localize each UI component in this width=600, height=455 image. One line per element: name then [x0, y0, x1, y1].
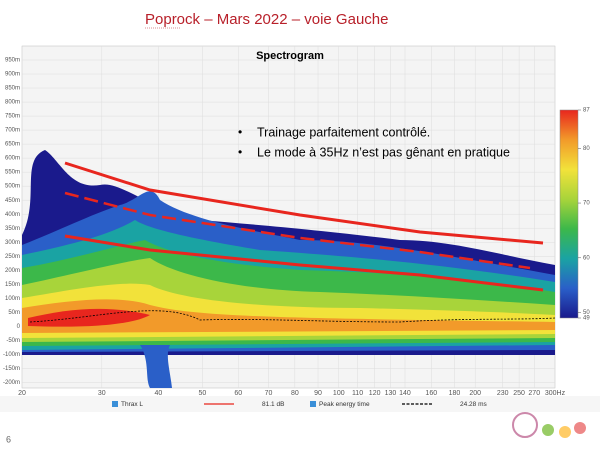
- colorbar-tick-label: 80: [583, 146, 590, 152]
- legend-value: 24.28 ms: [460, 401, 487, 408]
- y-tick-label: -150m: [3, 366, 20, 372]
- x-tick-label: 70: [265, 390, 273, 397]
- x-tick-label: 80: [291, 390, 299, 397]
- annotation-line: [64, 161, 544, 245]
- annotation: Trainage parfaitement contrôlé.: [257, 125, 430, 139]
- x-tick-label: 300Hz: [545, 390, 566, 397]
- annotation: Le mode à 35Hz n’est pas gênant en prati…: [257, 145, 510, 159]
- x-tick-label: 140: [399, 390, 411, 397]
- legend-label: Thrax L: [121, 401, 143, 408]
- colorbar-tick-label: 70: [583, 201, 590, 207]
- y-tick-label: -200m: [3, 380, 20, 386]
- x-tick-label: 200: [469, 390, 481, 397]
- colorbar: [559, 109, 579, 319]
- chart-title: Spectrogram: [256, 50, 324, 62]
- y-tick-label: 400m: [5, 212, 20, 218]
- x-tick-label: 270: [528, 390, 540, 397]
- y-tick-label: 550m: [5, 170, 20, 176]
- x-tick-label: 160: [425, 390, 437, 397]
- y-tick-label: 850m: [5, 86, 20, 92]
- legend: Thrax L 81.1 dB Peak energy time 24.28 ms: [0, 396, 600, 412]
- y-tick-label: 0: [17, 324, 21, 330]
- legend-label: Peak energy time: [319, 401, 370, 408]
- y-tick-label: 300m: [5, 240, 20, 246]
- spectrogram-field: [22, 150, 555, 388]
- bullet: •: [238, 125, 242, 139]
- y-tick-label: 150m: [5, 282, 20, 288]
- slide-title: Poprock – Mars 2022 – voie Gauche: [145, 11, 388, 28]
- legend-value: 81.1 dB: [262, 401, 284, 408]
- blob: [140, 345, 172, 388]
- x-tick-label: 50: [198, 390, 206, 397]
- y-tick-label: -50m: [6, 338, 20, 344]
- y-tick-label: 100m: [5, 296, 20, 302]
- legend-checkbox[interactable]: [112, 401, 118, 407]
- logo: [512, 412, 586, 438]
- x-tick-label: 90: [314, 390, 322, 397]
- y-tick-label: 750m: [5, 114, 20, 120]
- x-tick-label: 130: [385, 390, 397, 397]
- colorbar-tick-label: 50: [583, 310, 590, 316]
- colorbar-tick-label: 60: [583, 255, 590, 261]
- y-tick-label: -100m: [3, 352, 20, 358]
- y-tick-label: 250m: [5, 254, 20, 260]
- y-tick-label: 450m: [5, 198, 20, 204]
- x-tick-label: 250: [513, 390, 525, 397]
- y-tick-label: 950m: [5, 58, 20, 64]
- x-tick-label: 180: [449, 390, 461, 397]
- x-tick-label: 110: [352, 390, 363, 397]
- blob: [28, 308, 150, 327]
- x-tick-label: 60: [234, 390, 242, 397]
- y-tick-label: 600m: [5, 156, 20, 162]
- legend-bar: [0, 396, 600, 412]
- colorbar-tick-label: 49: [583, 316, 590, 322]
- blob: [22, 299, 555, 333]
- x-tick-label: 20: [18, 390, 26, 397]
- x-tick-label: 230: [497, 390, 509, 397]
- y-tick-label: 650m: [5, 142, 20, 148]
- x-tick-label: 100: [333, 390, 345, 397]
- y-tick-label: 900m: [5, 72, 20, 78]
- annotation-line: [64, 234, 544, 292]
- y-tick-label: 500m: [5, 184, 20, 190]
- x-tick-label: 40: [155, 390, 163, 397]
- colorbar-tick-label: 87: [583, 108, 590, 114]
- peak-energy-line: [29, 310, 555, 323]
- x-tick-label: 30: [98, 390, 106, 397]
- y-tick-label: 50m: [8, 310, 20, 316]
- y-tick-label: 350m: [5, 226, 20, 232]
- y-tick-label: 700m: [5, 128, 20, 134]
- legend-checkbox[interactable]: [310, 401, 316, 407]
- page-number: 6: [6, 434, 11, 444]
- y-tick-label: 200m: [5, 268, 20, 274]
- y-tick-label: 800m: [5, 100, 20, 106]
- bullet: •: [238, 145, 242, 159]
- x-tick-label: 120: [369, 390, 381, 397]
